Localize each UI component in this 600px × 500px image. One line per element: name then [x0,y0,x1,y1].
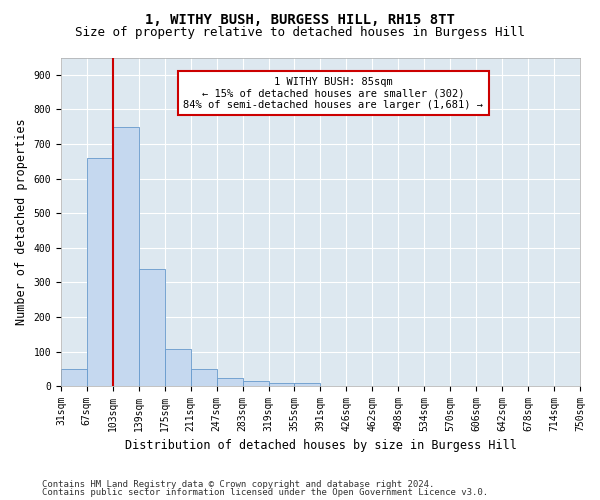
Text: Contains public sector information licensed under the Open Government Licence v3: Contains public sector information licen… [42,488,488,497]
Bar [61,369,87,386]
X-axis label: Distribution of detached houses by size in Burgess Hill: Distribution of detached houses by size … [125,440,517,452]
Bar [217,378,242,386]
Y-axis label: Number of detached properties: Number of detached properties [15,118,28,325]
Text: 1 WITHY BUSH: 85sqm
← 15% of detached houses are smaller (302)
84% of semi-detac: 1 WITHY BUSH: 85sqm ← 15% of detached ho… [184,76,484,110]
Bar [87,158,113,386]
Bar [269,382,295,386]
Bar [295,384,320,386]
Bar [191,369,217,386]
Bar [113,126,139,386]
Bar [242,381,269,386]
Bar [165,349,191,386]
Text: Contains HM Land Registry data © Crown copyright and database right 2024.: Contains HM Land Registry data © Crown c… [42,480,434,489]
Text: 1, WITHY BUSH, BURGESS HILL, RH15 8TT: 1, WITHY BUSH, BURGESS HILL, RH15 8TT [145,12,455,26]
Text: Size of property relative to detached houses in Burgess Hill: Size of property relative to detached ho… [75,26,525,39]
Bar [139,268,165,386]
